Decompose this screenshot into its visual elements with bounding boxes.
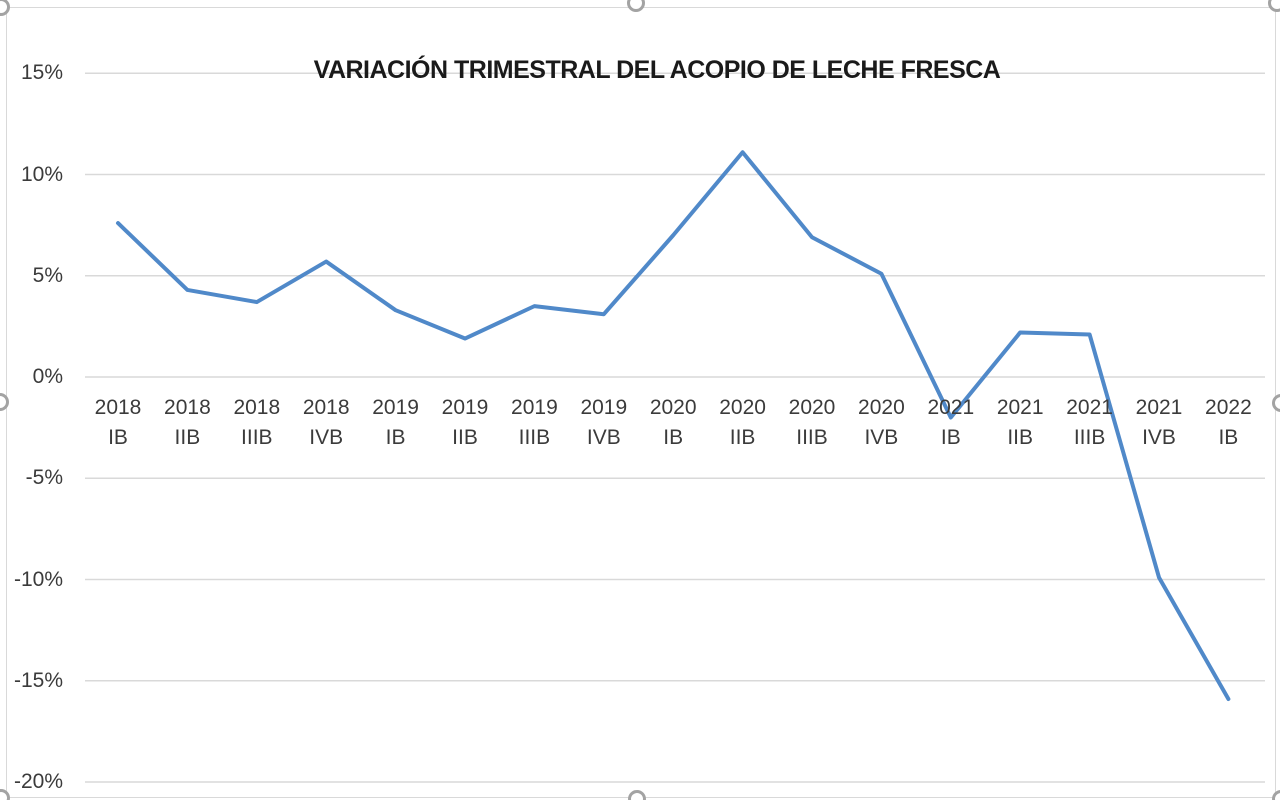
resize-handle-top-right[interactable]	[1268, 0, 1280, 12]
x-tick-quarter: IIIB	[796, 426, 828, 449]
x-tick-label: 2021 IVB	[1124, 393, 1194, 453]
x-tick-quarter: IB	[1218, 426, 1239, 449]
x-tick-year: 2018	[164, 396, 211, 419]
x-tick-label: 2019 IVB	[569, 393, 639, 453]
x-tick-year: 2020	[719, 396, 766, 419]
x-tick-year: 2020	[649, 396, 697, 419]
x-tick-year: 2021	[927, 396, 975, 419]
resize-handle-mid-left[interactable]	[0, 393, 9, 411]
x-tick-year: 2020	[788, 396, 836, 419]
x-tick-year: 2020	[858, 396, 905, 419]
x-tick-label: 2020 IIIB	[777, 393, 847, 453]
resize-handle-top-left[interactable]	[0, 0, 10, 16]
x-tick-label: 2019 IIB	[430, 393, 500, 453]
x-tick-label: 2019 IB	[361, 393, 431, 453]
x-tick-year: 2021	[996, 396, 1044, 419]
resize-handle-bottom-right[interactable]	[1272, 790, 1280, 800]
x-tick-year: 2019	[511, 396, 558, 419]
x-tick-quarter: IVB	[864, 426, 899, 449]
y-tick-label: -10%	[13, 567, 63, 591]
series-line[interactable]	[116, 150, 1231, 701]
y-tick-label: -5%	[25, 466, 63, 490]
x-tick-quarter: IVB	[1142, 426, 1176, 449]
x-tick-label: 2021 IB	[916, 393, 986, 453]
x-tick-label: 2022 IB	[1193, 393, 1263, 453]
x-tick-year: 2018	[302, 396, 350, 419]
x-tick-label: 2020 IVB	[846, 393, 916, 453]
x-tick-year: 2019	[441, 396, 489, 419]
x-tick-quarter: IB	[663, 426, 684, 449]
x-tick-year: 2022	[1205, 396, 1252, 419]
x-tick-year: 2018	[233, 396, 281, 419]
x-tick-label: 2019 IIIB	[499, 393, 569, 453]
x-tick-label: 2018 IIB	[152, 393, 222, 453]
resize-handle-top-center[interactable]	[627, 0, 645, 12]
x-tick-year: 2019	[372, 396, 419, 419]
x-tick-quarter: IIB	[174, 426, 201, 449]
x-tick-quarter: IVB	[309, 426, 344, 449]
x-tick-quarter: IIB	[1007, 426, 1034, 449]
x-tick-year: 2018	[94, 396, 142, 419]
gridlines	[85, 72, 1265, 783]
x-tick-label: 2020 IIB	[708, 393, 778, 453]
x-tick-year: 2021	[1066, 396, 1113, 419]
y-tick-label: 5%	[32, 263, 63, 287]
y-tick-label: 15%	[20, 61, 63, 85]
x-tick-label: 2021 IIB	[985, 393, 1055, 453]
x-tick-label: 2021 IIIB	[1055, 393, 1125, 453]
x-tick-quarter: IIB	[452, 426, 478, 449]
resize-handle-bottom-center[interactable]	[628, 790, 646, 800]
x-tick-quarter: IIIB	[241, 426, 273, 449]
y-tick-label: 0%	[32, 365, 63, 388]
x-tick-quarter: IB	[940, 426, 961, 449]
x-tick-year: 2019	[580, 396, 628, 419]
x-tick-quarter: IB	[108, 426, 128, 449]
resize-handle-mid-right[interactable]	[1272, 394, 1280, 412]
x-tick-year: 2021	[1135, 396, 1183, 419]
x-tick-quarter: IIB	[729, 426, 756, 449]
x-tick-quarter: IB	[385, 426, 406, 449]
x-tick-label: 2020 IB	[638, 393, 708, 453]
resize-handle-bottom-left[interactable]	[0, 789, 10, 800]
chart-title: VARIACIÓN TRIMESTRAL DEL ACOPIO DE LECHE…	[313, 56, 1001, 84]
x-tick-label: 2018 IIIB	[222, 393, 292, 453]
x-tick-label: 2018 IVB	[291, 393, 361, 453]
x-tick-quarter: IVB	[586, 426, 621, 449]
x-tick-quarter: IIIB	[1073, 426, 1106, 449]
x-tick-quarter: IIIB	[518, 426, 551, 449]
y-tick-label: -15%	[13, 668, 63, 692]
y-tick-label: 10%	[20, 162, 63, 186]
x-tick-label: 2018 IB	[83, 393, 153, 453]
y-tick-label: -20%	[13, 770, 63, 793]
